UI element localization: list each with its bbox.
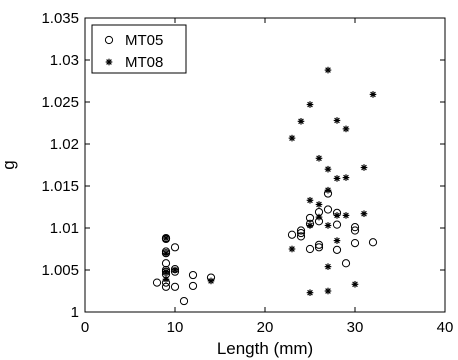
- x-tick-label: 0: [81, 319, 89, 336]
- data-point-mt08: [306, 222, 314, 229]
- data-point-mt08: [369, 91, 377, 98]
- data-point-mt05: [161, 267, 171, 276]
- data-point-mt08: [324, 287, 332, 295]
- data-point-mt08: [306, 289, 314, 296]
- data-point-mt08: [324, 165, 332, 173]
- data-point-mt08: [162, 249, 170, 257]
- y-axis-label: g: [0, 160, 18, 169]
- x-tick-label: 10: [167, 319, 184, 336]
- legend-marker-mt05: [104, 35, 114, 45]
- data-point-mt08: [342, 212, 350, 219]
- data-point-mt05: [332, 220, 342, 229]
- x-tick-label: 20: [257, 319, 274, 336]
- data-point-mt05: [305, 244, 315, 254]
- data-point-mt05: [350, 223, 360, 232]
- x-tick-label: 40: [437, 319, 454, 336]
- y-tick-label: 1.025: [41, 94, 79, 111]
- data-point-mt05: [296, 226, 306, 235]
- data-point-mt08: [162, 275, 170, 283]
- data-marks: [152, 66, 378, 306]
- data-point-mt05: [332, 245, 342, 254]
- data-point-mt05: [188, 281, 198, 291]
- data-point-mt05: [161, 282, 171, 291]
- data-point-mt05: [368, 238, 378, 247]
- data-point-mt08: [315, 154, 323, 162]
- data-point-mt05: [170, 243, 180, 252]
- data-point-mt08: [324, 186, 332, 194]
- data-point-mt05: [287, 230, 297, 239]
- data-point-mt05: [305, 213, 315, 223]
- y-tick-label: 1: [71, 304, 79, 321]
- data-point-mt08: [333, 237, 341, 244]
- data-point-mt05: [296, 228, 306, 238]
- data-point-mt08: [288, 245, 296, 253]
- legend-marker-mt08: [105, 58, 113, 66]
- data-point-mt08: [315, 213, 323, 221]
- data-point-mt05: [341, 259, 351, 268]
- x-axis-label: Length (mm): [217, 339, 313, 358]
- data-point-mt05: [323, 205, 333, 214]
- data-point-mt05: [296, 232, 306, 241]
- y-tick-label: 1.015: [41, 178, 79, 195]
- data-point-mt08: [306, 196, 314, 204]
- data-point-mt05: [152, 278, 162, 287]
- legend-box: [91, 24, 187, 74]
- data-point-mt08: [324, 222, 332, 229]
- data-point-mt05: [188, 270, 198, 280]
- data-point-mt08: [333, 212, 341, 219]
- data-point-mt08: [297, 118, 305, 125]
- y-tick-label: 1.005: [41, 262, 79, 279]
- axis-ticks: 0 10 20 30 40 1 1.005 1.01 1.015 1.02 1.025 1.03 1.0…: [41, 10, 453, 336]
- legend-star-icon: [105, 58, 113, 66]
- data-point-mt08: [162, 268, 170, 275]
- data-point-mt08: [333, 117, 341, 124]
- data-point-mt08: [315, 201, 323, 208]
- data-point-mt08: [306, 101, 314, 108]
- y-tick-label: 1.01: [50, 220, 79, 237]
- legend-circle-icon: [104, 35, 114, 45]
- data-point-mt05: [314, 243, 324, 252]
- y-tick-label: 1.02: [50, 136, 79, 153]
- data-point-mt05: [161, 259, 171, 268]
- y-tick-label: 1.035: [41, 10, 79, 27]
- data-point-mt08: [351, 280, 359, 288]
- data-point-mt05: [179, 296, 189, 306]
- data-point-mt05: [161, 249, 171, 258]
- legend: MT05 MT08: [91, 24, 187, 74]
- data-point-mt08: [171, 266, 179, 274]
- data-point-mt05: [350, 239, 360, 248]
- data-point-mt08: [324, 66, 332, 74]
- data-point-mt08: [207, 277, 215, 285]
- data-point-mt08: [360, 210, 368, 218]
- data-point-mt08: [333, 175, 341, 182]
- data-point-mt08: [360, 164, 368, 171]
- x-tick-label: 30: [347, 319, 364, 336]
- data-point-mt05: [314, 240, 324, 249]
- data-point-mt05: [170, 282, 180, 291]
- data-point-mt08: [342, 174, 350, 181]
- data-point-mt05: [350, 226, 360, 235]
- data-point-mt08: [342, 125, 350, 133]
- legend-label-mt08: MT08: [125, 54, 163, 71]
- data-point-mt08: [162, 234, 170, 242]
- y-tick-label: 1.03: [50, 52, 79, 69]
- legend-label-mt05: MT05: [125, 32, 163, 49]
- data-point-mt08: [324, 263, 332, 270]
- data-point-mt08: [288, 134, 296, 142]
